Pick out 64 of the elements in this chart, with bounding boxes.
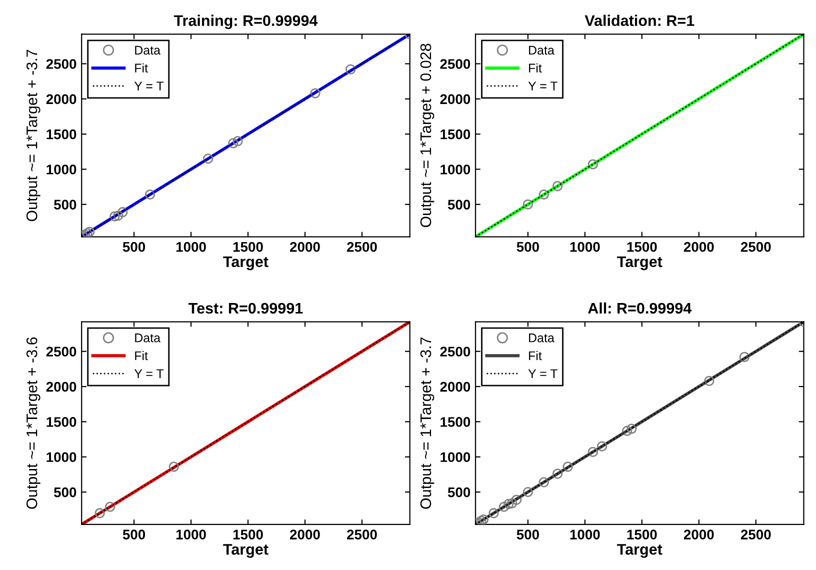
x-tick-label: 500 [516, 242, 539, 252]
y-tick-label: 1000 [46, 164, 76, 174]
legend-label: Fit [135, 350, 148, 360]
y-tick-label: 1500 [46, 417, 76, 427]
legend-label: Data [529, 46, 554, 55]
y-tick-label: 2000 [46, 94, 76, 104]
legend-label: Y = T [528, 82, 558, 90]
chart-title: All: R=0.99994 [588, 302, 692, 314]
y-tick-label: 1500 [46, 129, 76, 140]
y-tick-label: 500 [54, 200, 76, 210]
x-tick-label: 2000 [684, 530, 714, 540]
y-tick-label: 2500 [440, 59, 470, 69]
legend-label: Data [529, 334, 554, 342]
legend-label: Y = T [134, 82, 164, 90]
legend-label: Fit [529, 350, 542, 360]
x-tick-label: 500 [122, 242, 146, 252]
x-tick-label: 2000 [684, 242, 714, 252]
y-tick-label: 2000 [440, 382, 470, 392]
x-tick-label: 1000 [176, 242, 206, 252]
x-tick-label: 1500 [627, 530, 657, 540]
legend-label: Y = T [528, 369, 558, 378]
x-tick-label: 2000 [290, 530, 320, 540]
y-tick-label: 1500 [440, 129, 470, 140]
legend-label: Data [135, 46, 161, 55]
y-tick-label: 1000 [440, 164, 470, 174]
y-tick-label: 500 [448, 487, 470, 498]
x-axis-title: Target [223, 256, 268, 270]
y-tick-label: 1000 [440, 452, 470, 462]
x-tick-label: 2000 [290, 242, 320, 252]
y-tick-label: 1000 [46, 452, 76, 462]
y-tick-label: 1500 [440, 417, 470, 427]
y-axis-title: Output ~= 1*Target + -3.7 [26, 50, 40, 222]
y-tick-label: 2000 [440, 94, 470, 104]
y-tick-label: 2000 [46, 382, 76, 392]
y-tick-label: 2500 [46, 346, 76, 357]
x-axis-title: Target [223, 544, 268, 558]
y-axis-title: Output ~= 1*Target + -3.6 [26, 337, 40, 509]
x-tick-label: 1500 [233, 530, 263, 540]
legend-label: Data [135, 334, 161, 342]
x-axis-title: Target [617, 256, 662, 270]
y-tick-label: 2500 [440, 346, 470, 357]
legend-label: Y = T [134, 369, 164, 378]
x-axis-title: Target [617, 544, 662, 558]
y-tick-label: 500 [448, 200, 470, 210]
chart-title: Training: R=0.99994 [174, 14, 318, 30]
x-tick-label: 1000 [570, 530, 600, 540]
x-tick-label: 2500 [740, 242, 771, 252]
x-tick-label: 1500 [233, 242, 263, 252]
y-axis-title: Output ~= 1*Target + -3.7 [420, 337, 434, 509]
y-axis-title: Output ~= 1*Target + 0.028 [420, 44, 434, 228]
x-tick-label: 1000 [176, 530, 206, 540]
legend-label: Fit [135, 63, 148, 73]
y-tick-label: 2500 [46, 59, 76, 69]
y-tick-label: 500 [54, 487, 76, 498]
x-tick-label: 2500 [347, 530, 377, 540]
chart-title: Validation: R=1 [584, 14, 694, 26]
x-tick-label: 2500 [740, 530, 771, 540]
legend-label: Fit [529, 63, 542, 73]
x-tick-label: 500 [516, 530, 539, 540]
x-tick-label: 1500 [627, 242, 657, 252]
chart-title: Test: R=0.99991 [188, 302, 303, 314]
x-tick-label: 2500 [347, 242, 377, 252]
x-tick-label: 500 [122, 530, 146, 540]
x-tick-label: 1000 [570, 242, 600, 252]
